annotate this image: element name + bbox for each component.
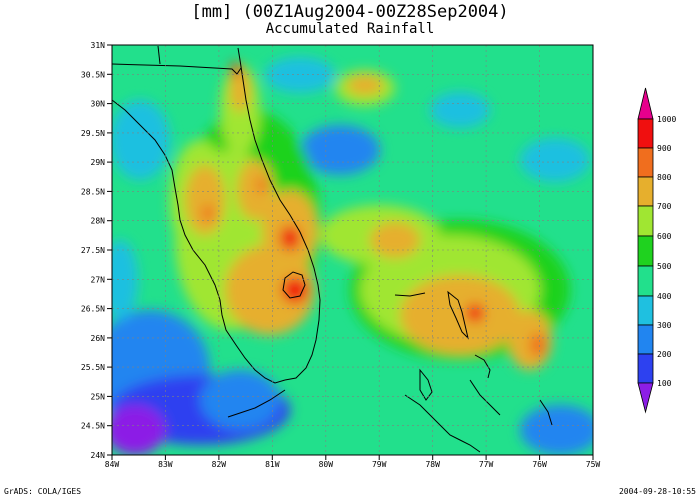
colorbar-label: 800 <box>657 173 672 182</box>
lat-label: 30.5N <box>81 70 105 79</box>
colorbar-swatch <box>637 118 654 149</box>
colorbar-bottom-cap <box>637 382 654 414</box>
longitude-labels: 84W 83W 82W 81W 80W 79W 78W 77W 76W 75W <box>105 460 601 469</box>
colorbar-label: 400 <box>657 292 672 301</box>
lat-label: 24.5N <box>81 422 105 431</box>
lat-label: 28N <box>91 217 106 226</box>
lon-label: 80W <box>319 460 334 469</box>
map-subtitle: Accumulated Rainfall <box>265 21 435 37</box>
tick-marks <box>107 44 594 460</box>
colorbar-label: 500 <box>657 262 672 271</box>
lon-label: 75W <box>586 460 601 469</box>
lat-label: 29.5N <box>81 129 105 138</box>
colorbar-swatch <box>637 324 654 355</box>
colorbar-swatch <box>637 147 654 178</box>
lon-label: 77W <box>479 460 494 469</box>
lon-label: 76W <box>532 460 547 469</box>
coastlines <box>112 45 553 453</box>
lon-label: 84W <box>105 460 120 469</box>
lat-label: 27N <box>91 275 106 284</box>
lon-label: 83W <box>158 460 173 469</box>
lon-label: 82W <box>212 460 227 469</box>
map-title: [mm] (00Z1Aug2004-00Z28Sep2004) <box>191 2 509 22</box>
lat-label: 31N <box>91 41 106 50</box>
colorbar-swatch <box>637 235 654 267</box>
colorbar-swatch <box>637 353 654 384</box>
colorbar-top-cap <box>637 87 654 120</box>
colorbar: 100 200 300 400 500 600 700 800 900 1000 <box>637 87 676 414</box>
colorbar-label: 600 <box>657 232 672 241</box>
colorbar-label: 900 <box>657 144 672 153</box>
latitude-labels: 24N 24.5N 25N 25.5N 26N 26.5N 27N 27.5N … <box>81 41 105 460</box>
lat-label: 27.5N <box>81 246 105 255</box>
colorbar-swatch <box>637 265 654 297</box>
colorbar-swatch <box>637 176 654 207</box>
colorbar-label: 300 <box>657 321 672 330</box>
lat-label: 25N <box>91 392 106 401</box>
lon-label: 79W <box>372 460 387 469</box>
colorbar-label: 200 <box>657 350 672 359</box>
lat-label: 24N <box>91 451 106 460</box>
lat-label: 25.5N <box>81 363 105 372</box>
lat-label: 28.5N <box>81 187 105 196</box>
rainfall-field <box>112 45 593 455</box>
lon-label: 81W <box>265 460 280 469</box>
colorbar-label: 100 <box>657 379 672 388</box>
lat-label: 30N <box>91 100 106 109</box>
timestamp-text: 2004-09-28-10:55 <box>618 487 696 496</box>
colorbar-swatch <box>637 205 654 237</box>
lat-label: 29N <box>91 158 106 167</box>
credit-text: GrADS: COLA/IGES <box>4 487 82 496</box>
lat-label: 26.5N <box>81 305 105 314</box>
colorbar-swatch <box>637 295 654 326</box>
lat-label: 26N <box>91 334 106 343</box>
graticule <box>112 45 593 455</box>
lon-label: 78W <box>425 460 440 469</box>
colorbar-label: 700 <box>657 202 672 211</box>
colorbar-label: 1000 <box>657 115 676 124</box>
